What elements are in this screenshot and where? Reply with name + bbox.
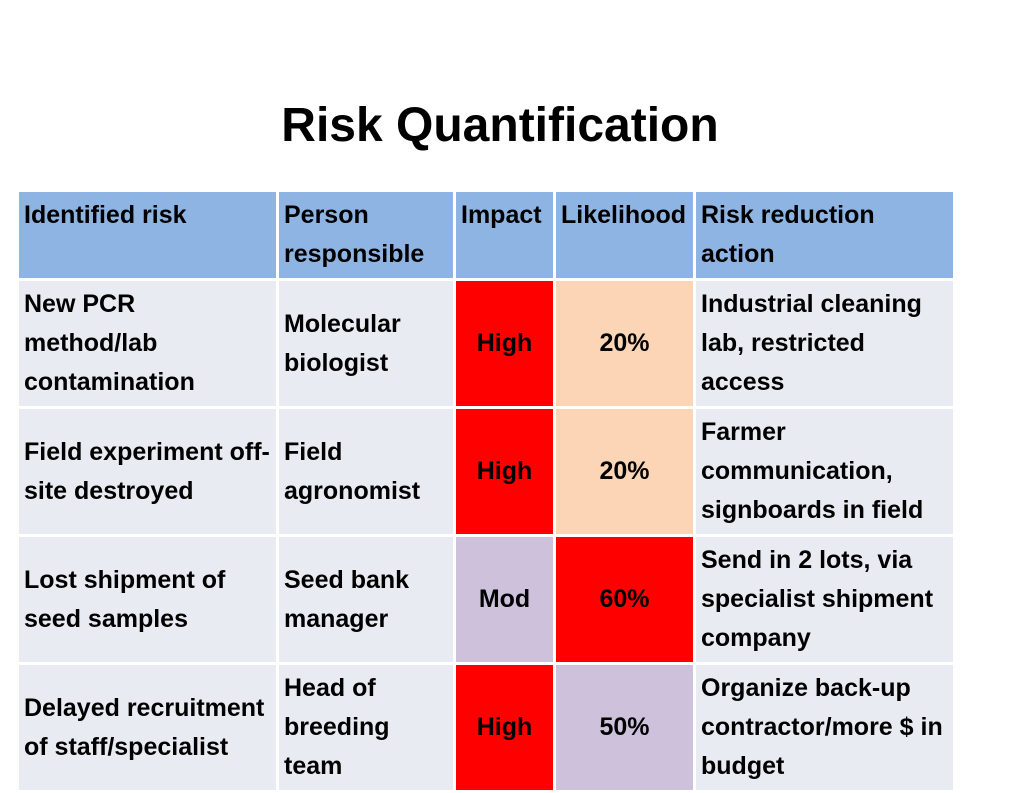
impact-cell: High [453, 278, 556, 409]
header-impact: Impact [453, 189, 556, 281]
slide-title: Risk Quantification [281, 99, 719, 152]
person-cell: Seed bank manager [276, 534, 456, 665]
header-risk-reduction-action: Risk reduction action [693, 189, 956, 281]
person-cell: Molecular biologist [276, 278, 456, 409]
risk-cell: Lost shipment of seed samples [16, 534, 279, 665]
risk-cell: Delayed recruitment of staff/specialist [16, 662, 279, 793]
table-row: Delayed recruitment of staff/specialist … [16, 662, 956, 793]
action-cell: Organize back-up contractor/more $ in bu… [693, 662, 956, 793]
table-row: New PCR method/lab contamination Molecul… [16, 278, 956, 409]
likelihood-cell: 50% [553, 662, 696, 793]
likelihood-cell: 20% [553, 406, 696, 537]
table-row: Lost shipment of seed samples Seed bank … [16, 534, 956, 665]
action-cell: Farmer communication, signboards in fiel… [693, 406, 956, 537]
table-row: Field experiment off-site destroyed Fiel… [16, 406, 956, 537]
person-cell: Field agronomist [276, 406, 456, 537]
table-header-row: Identified risk Person responsible Impac… [16, 189, 956, 281]
likelihood-cell: 60% [553, 534, 696, 665]
risk-cell: Field experiment off-site destroyed [16, 406, 279, 537]
likelihood-cell: 20% [553, 278, 696, 409]
person-cell: Head of breeding team [276, 662, 456, 793]
risk-table: Identified risk Person responsible Impac… [16, 189, 956, 793]
header-likelihood: Likelihood [553, 189, 696, 281]
risk-cell: New PCR method/lab contamination [16, 278, 279, 409]
impact-cell: High [453, 406, 556, 537]
header-person-responsible: Person responsible [276, 189, 456, 281]
action-cell: Send in 2 lots, via specialist shipment … [693, 534, 956, 665]
impact-cell: Mod [453, 534, 556, 665]
impact-cell: High [453, 662, 556, 793]
action-cell: Industrial cleaning lab, restricted acce… [693, 278, 956, 409]
header-identified-risk: Identified risk [16, 189, 279, 281]
